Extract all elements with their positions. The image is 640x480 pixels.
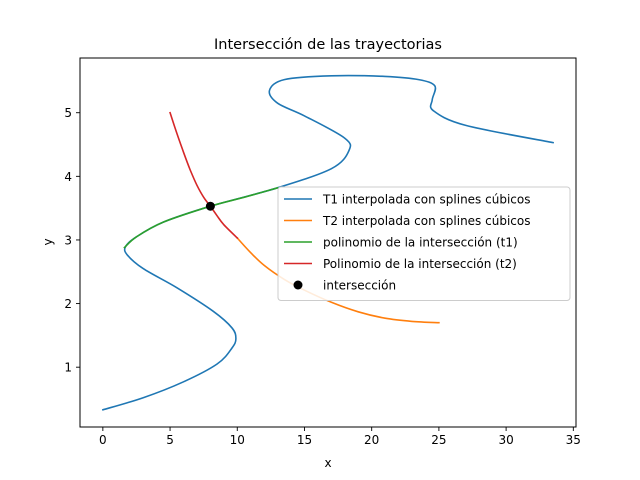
legend-label: T1 interpolada con splines cúbicos bbox=[322, 193, 530, 207]
y-tick-label: 2 bbox=[64, 297, 72, 311]
y-tick-label: 4 bbox=[64, 170, 72, 184]
legend-box bbox=[277, 186, 571, 301]
legend-label: Polinomio de la intersección (t2) bbox=[323, 257, 517, 271]
y-tick-label: 5 bbox=[64, 106, 72, 120]
x-tick-label: 30 bbox=[498, 433, 513, 447]
y-axis-label: y bbox=[41, 238, 55, 245]
intersection-point bbox=[205, 201, 215, 211]
plot-frame bbox=[79, 57, 577, 428]
x-tick-label: 0 bbox=[99, 433, 107, 447]
chart-title: Intersección de las trayectorias bbox=[214, 37, 442, 53]
legend-label: intersección bbox=[323, 279, 396, 293]
y-tick-label: 1 bbox=[64, 361, 72, 375]
x-tick-label: 35 bbox=[566, 433, 581, 447]
series-line-3 bbox=[123, 186, 279, 249]
x-tick-label: 5 bbox=[166, 433, 174, 447]
x-tick-label: 15 bbox=[297, 433, 312, 447]
legend-label: polinomio de la intersección (t1) bbox=[323, 236, 518, 250]
x-tick-label: 20 bbox=[364, 433, 379, 447]
x-tick-label: 10 bbox=[230, 433, 245, 447]
series-line-4 bbox=[169, 111, 239, 240]
y-tick-label: 3 bbox=[64, 233, 72, 247]
x-axis-label: x bbox=[324, 456, 331, 470]
ticks-layer: 0 5 10 15 20 25 30 35 1 2 3 4 5 bbox=[64, 106, 581, 447]
legend-label: T2 interpolada con splines cúbicos bbox=[322, 214, 530, 228]
legend-marker bbox=[293, 280, 303, 290]
x-tick-label: 25 bbox=[431, 433, 446, 447]
legend: T1 interpolada con splines cúbicos T2 int… bbox=[277, 186, 571, 301]
